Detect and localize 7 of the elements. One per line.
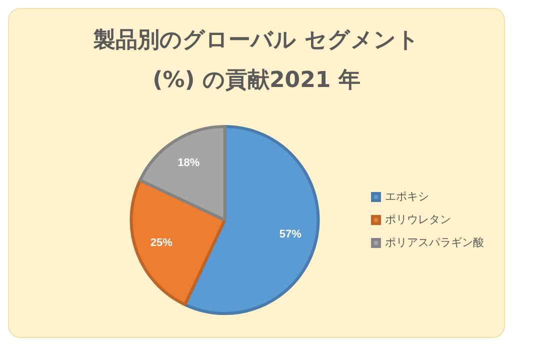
- legend-label: ポリウレタン: [385, 212, 451, 226]
- legend-label: エポキシ: [385, 190, 429, 203]
- data-label: 25%: [150, 236, 173, 249]
- legend-label: ポリアスパラギン酸: [385, 236, 484, 249]
- data-label: 57%: [279, 228, 302, 241]
- data-label: 18%: [178, 157, 200, 170]
- chart-title: 製品別のグローバル セグメント (%) の貢献2021 年: [92, 27, 420, 95]
